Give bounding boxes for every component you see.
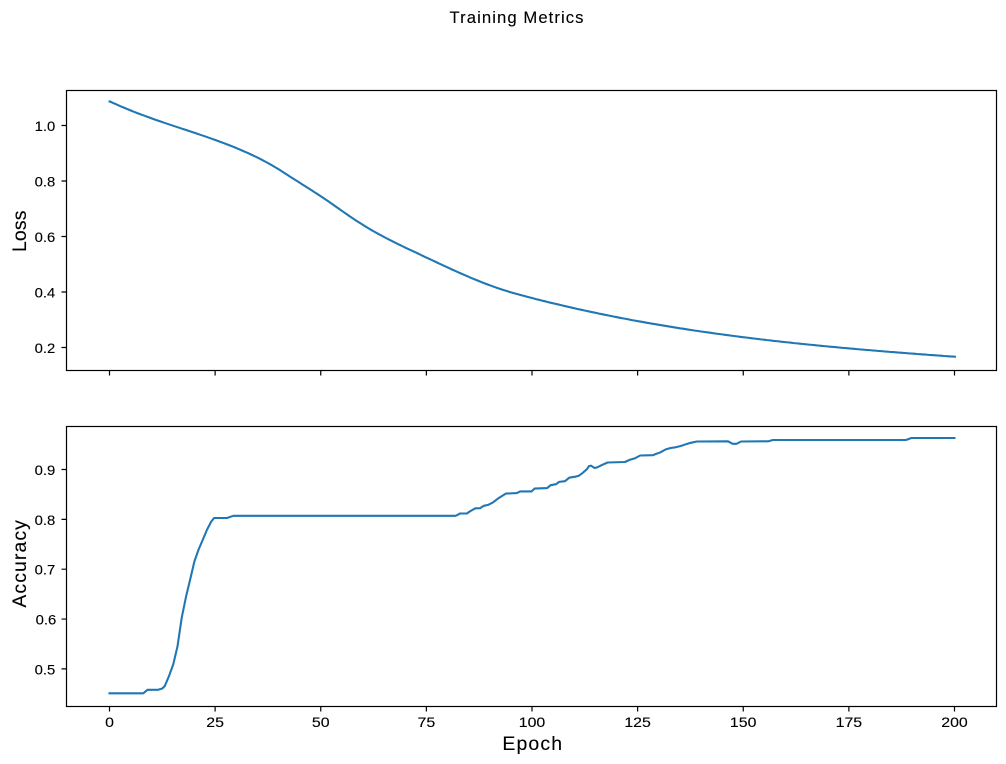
svg-text:0.6: 0.6 — [36, 612, 57, 628]
svg-text:Accuracy: Accuracy — [9, 520, 31, 608]
svg-text:75: 75 — [418, 714, 436, 730]
svg-text:0.8: 0.8 — [35, 512, 56, 528]
svg-text:Loss: Loss — [9, 210, 31, 252]
svg-text:50: 50 — [312, 714, 330, 730]
svg-text:175: 175 — [836, 714, 863, 730]
svg-text:0.7: 0.7 — [35, 562, 56, 578]
svg-text:0.5: 0.5 — [35, 661, 56, 677]
svg-text:125: 125 — [624, 714, 651, 730]
svg-text:0.6: 0.6 — [35, 229, 56, 245]
svg-text:1.0: 1.0 — [35, 118, 56, 134]
svg-text:25: 25 — [206, 714, 224, 730]
svg-text:0.8: 0.8 — [35, 174, 56, 190]
svg-text:0.2: 0.2 — [35, 340, 56, 356]
svg-text:0: 0 — [105, 714, 114, 730]
svg-text:Training Metrics: Training Metrics — [450, 8, 584, 27]
svg-text:200: 200 — [941, 714, 968, 730]
svg-text:0.9: 0.9 — [35, 462, 56, 478]
svg-text:150: 150 — [730, 714, 757, 730]
svg-text:0.4: 0.4 — [35, 285, 56, 301]
svg-text:100: 100 — [519, 714, 546, 730]
svg-text:Epoch: Epoch — [502, 733, 562, 755]
